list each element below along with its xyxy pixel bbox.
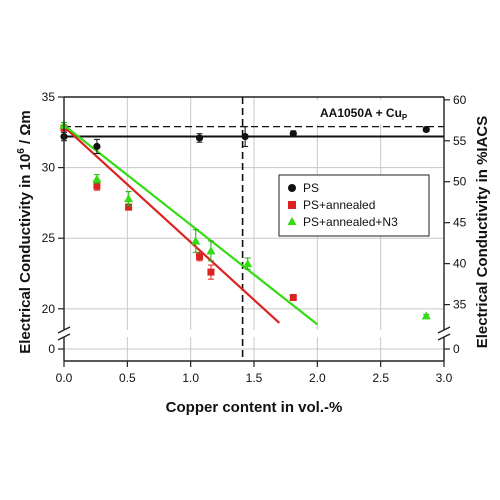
annotation-box: AA1050A + CuP: [316, 100, 440, 124]
x-axis-title: Copper content in vol.-%: [166, 399, 343, 416]
data-point-ps: [422, 125, 430, 134]
data-point-ps-annealed-n3: [421, 311, 431, 320]
data-point-ps: [241, 132, 249, 141]
y-left-tick-label: 0: [48, 342, 55, 356]
data-points: [59, 120, 431, 320]
legend-marker-ps-annealed: [288, 201, 296, 209]
data-point-ps: [289, 130, 297, 138]
data-point-ps-annealed: [125, 203, 133, 211]
y-axis-title-left: Electrical Conductivity in 106 / Ωm: [16, 110, 34, 354]
legend-label-ps-annealed-n3: PS+annealed+N3: [303, 215, 398, 229]
fit-line-ps-annealed-n3: [63, 124, 319, 326]
ticks: 0.0 0.5 1.0 1.5 2.0 2.5 3.0 20 25 30 35 0 35 40 45 50 55…: [42, 90, 467, 385]
x-tick-label: 2.5: [372, 371, 389, 385]
y-axis-title-right: Electrical Conductivity in %IACS: [474, 116, 491, 349]
axis-break-marks: [57, 326, 451, 341]
x-tick-label: 0.5: [119, 371, 136, 385]
legend: PS PS+annealed PS+annealed+N3: [278, 174, 430, 237]
legend-label-ps: PS: [303, 181, 319, 195]
x-tick-label: 0.0: [56, 371, 73, 385]
y-right-tick-label: 35: [453, 298, 467, 312]
y-left-tick-label: 30: [42, 161, 56, 175]
data-point-ps-annealed-n3: [243, 259, 253, 268]
reference-lines: [64, 97, 444, 361]
fit-lines: [63, 124, 319, 326]
y-right-tick-label: 40: [453, 257, 467, 271]
legend-marker-ps-annealed-n3: [287, 217, 297, 225]
y-right-tick-label: 55: [453, 134, 467, 148]
data-point-ps-annealed: [207, 268, 215, 276]
data-point-ps: [195, 134, 204, 142]
y-right-tick-label: 50: [453, 175, 467, 189]
x-tick-label: 1.5: [246, 371, 263, 385]
data-point-ps-annealed-n3: [92, 174, 102, 183]
x-tick-label: 3.0: [436, 371, 453, 385]
legend-label-ps-annealed: PS+annealed: [303, 198, 375, 212]
data-point-ps-annealed: [196, 253, 204, 261]
data-point-ps-annealed-n3: [191, 236, 201, 245]
data-point-ps: [93, 142, 101, 151]
x-tick-label: 2.0: [309, 371, 326, 385]
data-point-ps-annealed-n3: [124, 194, 134, 203]
legend-marker-ps: [288, 184, 296, 192]
fit-line-ps-annealed: [63, 125, 281, 324]
y-right-tick-label: 0: [453, 342, 460, 356]
y-left-tick-label: 35: [42, 90, 56, 104]
y-right-tick-label: 60: [453, 93, 467, 107]
data-point-ps-annealed: [289, 294, 297, 302]
annotation-label: AA1050A + CuP: [320, 106, 408, 122]
y-left-tick-label: 20: [42, 302, 56, 316]
y-left-tick-label: 25: [42, 231, 56, 245]
legend-box: [278, 174, 430, 237]
x-tick-label: 1.0: [182, 371, 199, 385]
data-point-ps-annealed: [93, 182, 101, 190]
y-right-tick-label: 45: [453, 216, 467, 230]
data-point-ps-annealed-n3: [206, 246, 216, 255]
